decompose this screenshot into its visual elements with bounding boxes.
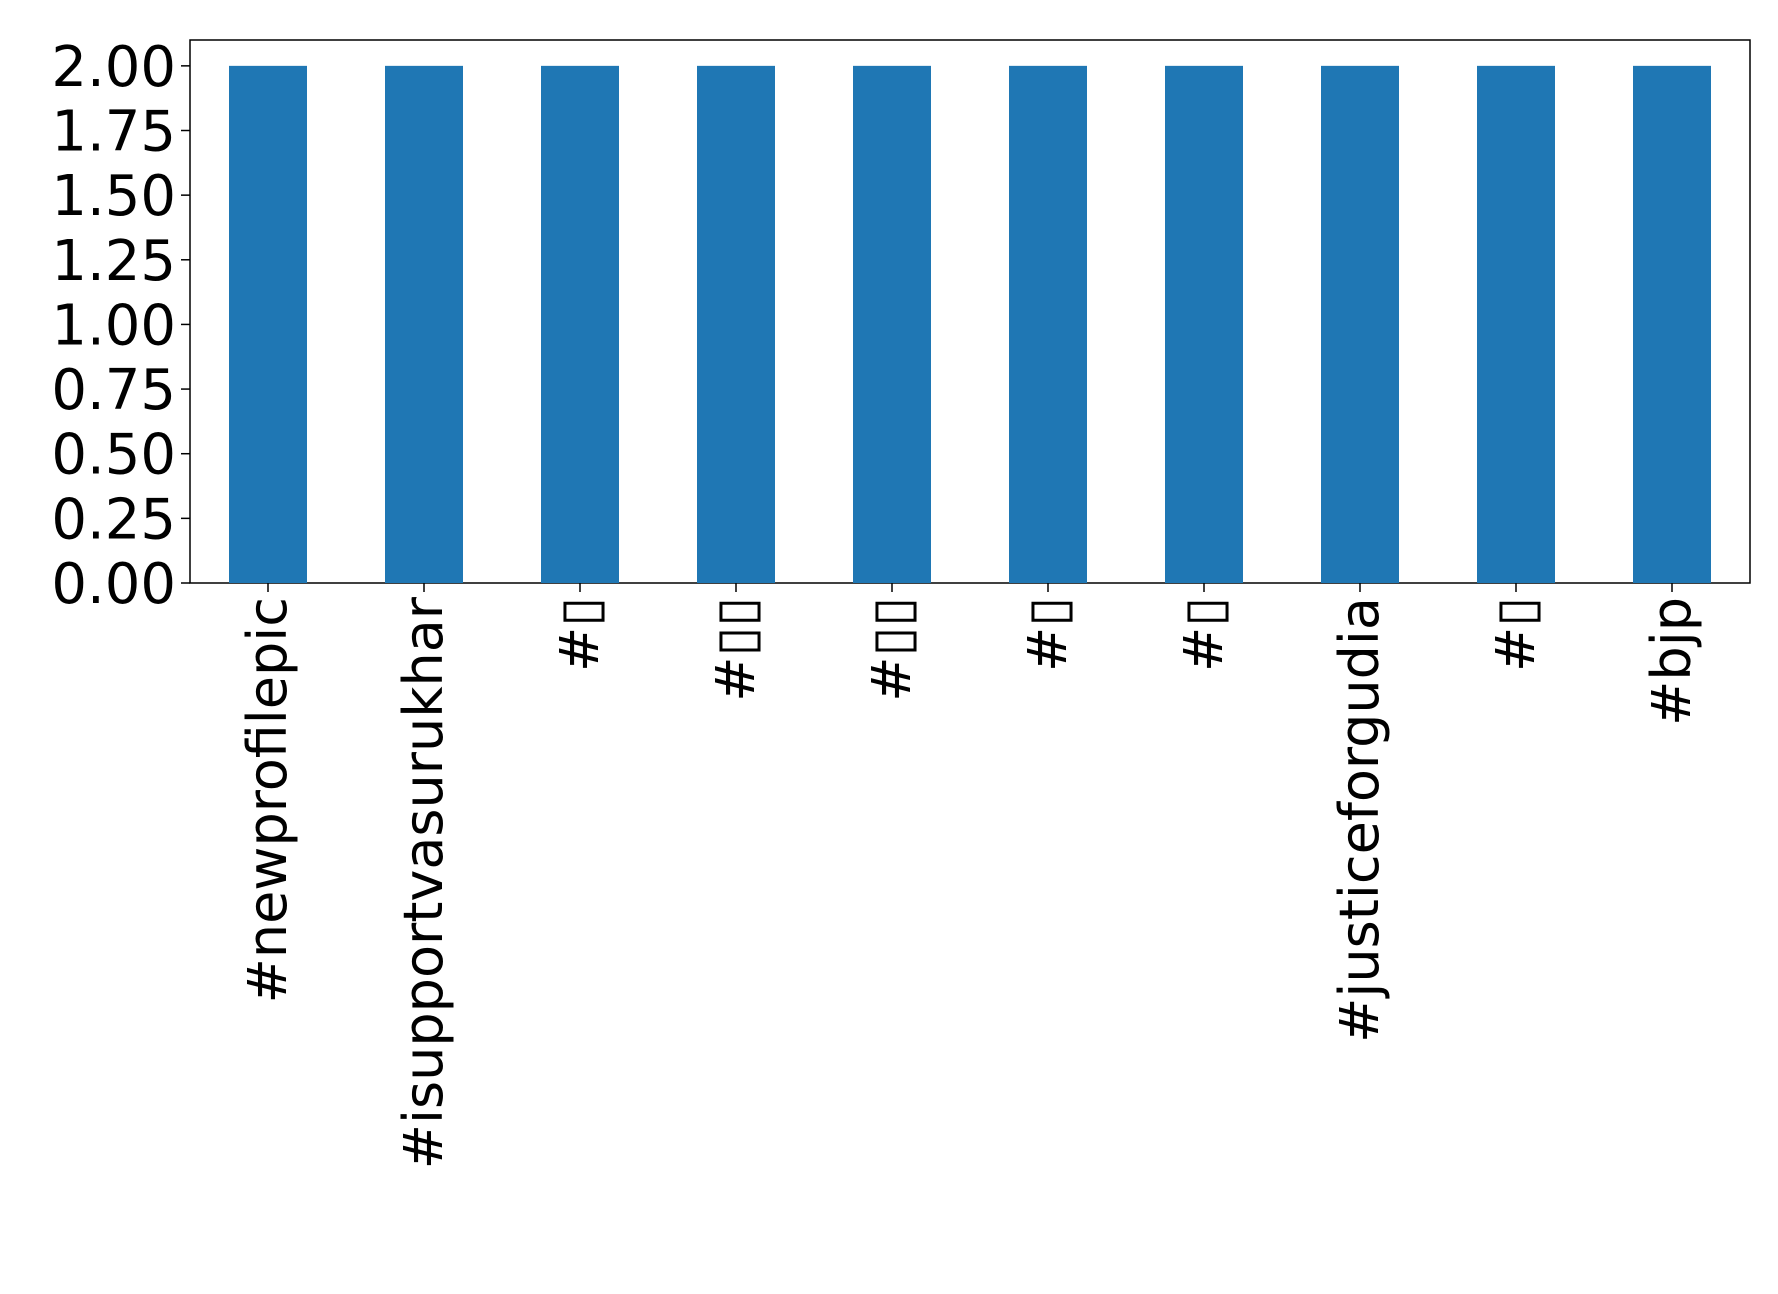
bar-3 — [697, 65, 775, 584]
y-tick-label-1: 0.25 — [51, 487, 176, 552]
y-tick-label-5: 1.25 — [51, 229, 176, 294]
x-axis: #newprofilepic #isupportvasurukhar #▯ #▯▯ #▯… — [236, 583, 1703, 1169]
bar-9 — [1633, 65, 1711, 584]
x-tick-label-8: #▯ — [1484, 597, 1547, 672]
bar-4 — [853, 65, 931, 584]
x-tick-label-9: #bjp — [1640, 597, 1703, 726]
y-tick-label-8: 2.00 — [51, 35, 176, 100]
plot-frame — [189, 39, 1751, 584]
x-tick-label-3: #▯▯ — [704, 597, 767, 702]
y-axis: 0.000.250.500.751.001.251.501.752.00 — [51, 35, 190, 617]
x-tick-label-5: #▯ — [1016, 597, 1079, 672]
bar-2 — [541, 65, 619, 584]
y-tick-label-6: 1.50 — [51, 164, 176, 229]
bar-5 — [1009, 65, 1087, 584]
bar-1 — [385, 65, 463, 584]
bar-6 — [1165, 65, 1243, 584]
x-tick-label-6: #▯ — [1172, 597, 1235, 672]
y-tick-label-2: 0.50 — [51, 423, 176, 488]
x-tick-label-4: #▯▯ — [860, 597, 923, 702]
y-tick-label-7: 1.75 — [51, 100, 176, 165]
x-tick-label-2: #▯ — [548, 597, 611, 672]
y-tick-label-0: 0.00 — [51, 552, 176, 617]
bar-8 — [1477, 65, 1555, 584]
x-tick-label-1: #isupportvasurukhar — [392, 596, 455, 1169]
bars-layer — [229, 65, 1711, 584]
y-tick-label-4: 1.00 — [51, 293, 176, 358]
bar-0 — [229, 65, 307, 584]
y-tick-label-3: 0.75 — [51, 358, 176, 423]
x-tick-label-7: #justiceforgudia — [1328, 597, 1391, 1043]
bar-7 — [1321, 65, 1399, 584]
x-tick-label-0: #newprofilepic — [236, 597, 299, 1003]
